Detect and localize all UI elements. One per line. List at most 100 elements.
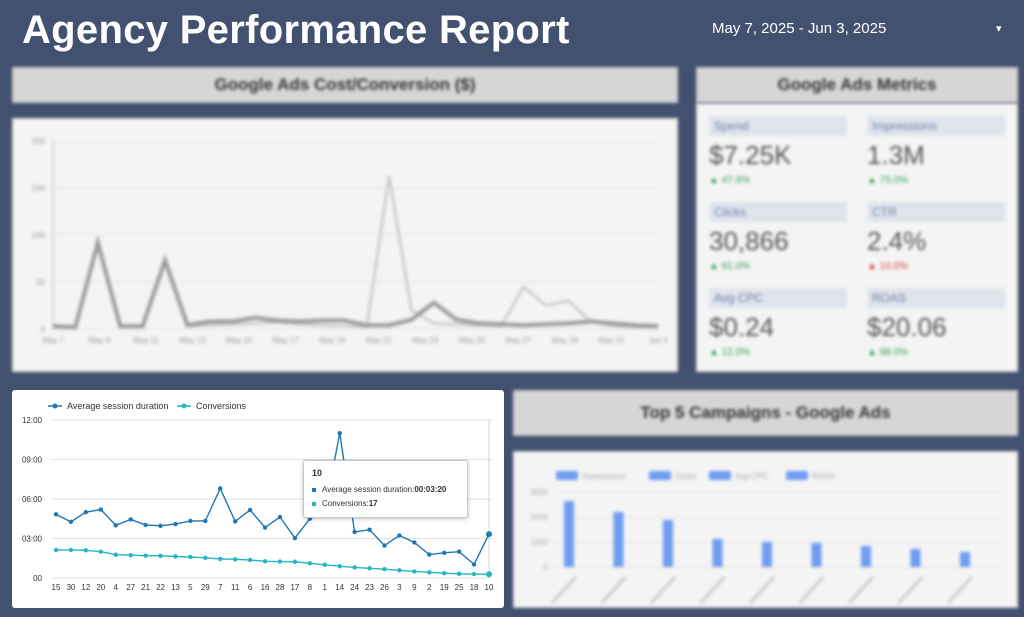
tooltip-conversions-label: Conversions: <box>322 499 369 508</box>
metric-delta: ▲ 47.9% <box>709 175 751 186</box>
x-tick-label: 2 <box>427 583 432 592</box>
data-point <box>307 561 313 566</box>
data-point <box>128 552 133 558</box>
tooltip-conversions-value: 17 <box>368 499 378 508</box>
data-point <box>486 571 492 578</box>
metric-delta: ▲ 10.0% <box>867 261 909 272</box>
x-tick-label: May 15 <box>226 336 253 345</box>
metric-value: $7.25K <box>709 140 792 170</box>
x-tick-label: May 23 <box>412 336 439 345</box>
data-point <box>471 571 477 577</box>
y-tick-label: 3000 <box>530 488 548 497</box>
x-tick-label: 17 <box>290 583 299 592</box>
metric-card: Spend $7.25K ▲ 47.9% <box>709 116 847 186</box>
legend-swatch <box>649 471 671 480</box>
y-tick-label: 1000 <box>530 538 548 547</box>
legend-label: Avg CPC <box>735 472 768 481</box>
data-point <box>83 548 89 553</box>
tooltip-row-duration: Average session duration: 00:03:20 <box>312 485 459 494</box>
campaign-bar <box>762 542 772 567</box>
series-line-0 <box>55 433 490 566</box>
x-tick-label: 30 <box>66 583 75 592</box>
x-tick-label: 13 <box>171 583 180 592</box>
data-point <box>173 554 178 559</box>
series-line-1 <box>56 549 490 575</box>
x-tick-label: 5 <box>188 583 193 592</box>
data-point <box>143 553 148 558</box>
session-conversions-card: Average session duration Conversions 12:00… <box>12 390 504 608</box>
metric-value: $0.24 <box>709 312 775 342</box>
tooltip-row-conversions: Conversions: 17 <box>312 499 459 508</box>
report-title: Agency Performance Report <box>22 8 570 52</box>
x-tick-label: May 25 <box>459 336 486 345</box>
x-tick-label: 6 <box>248 583 253 592</box>
cost-conversion-panel: 200 150 100 50 0 May 7 May 9 May 11 May 13 May 15… <box>12 118 678 372</box>
data-point <box>337 563 342 569</box>
data-point <box>232 519 238 524</box>
y-tick-label: 12:00 <box>22 416 43 425</box>
y-tick-label: 150 <box>32 184 46 193</box>
data-point <box>352 529 357 535</box>
campaign-bar <box>663 520 673 567</box>
cost-conversion-title: Google Ads Cost/Conversion ($) <box>214 75 476 94</box>
legend-swatch <box>709 471 731 480</box>
x-tick-label: 16 <box>261 583 270 592</box>
data-point <box>143 522 148 528</box>
metric-delta: ▲ 75.0% <box>867 175 909 186</box>
campaigns-header: Top 5 Campaigns - Google Ads <box>513 390 1018 436</box>
data-point <box>456 571 462 577</box>
tooltip-swatch-conversions <box>312 501 316 506</box>
metric-value: $20.06 <box>867 312 947 342</box>
data-point <box>188 518 193 524</box>
data-point <box>53 547 59 553</box>
y-tick-label: 100 <box>32 231 46 240</box>
x-tick-label: 29 <box>201 583 210 592</box>
metrics-title: Google Ads Metrics <box>777 75 937 94</box>
legend-label: Clicks <box>675 472 696 481</box>
data-point <box>98 549 103 554</box>
data-point <box>277 514 283 520</box>
data-point <box>277 559 283 564</box>
data-point <box>247 507 253 513</box>
x-tick-label: 8 <box>308 583 313 592</box>
data-point <box>173 521 178 527</box>
campaign-bar <box>861 546 871 567</box>
x-tick-label: 26 <box>380 583 389 592</box>
x-tick-label: May 29 <box>552 336 579 345</box>
date-range-label[interactable]: May 7, 2025 - Jun 3, 2025 <box>712 20 887 37</box>
metric-card: CTR 2.4% ▲ 10.0% <box>867 202 1005 272</box>
legend-label: Conversions <box>196 401 247 411</box>
data-point <box>53 512 59 517</box>
data-point <box>382 567 387 572</box>
x-tick-label: May 11 <box>133 336 159 345</box>
x-tick-label <box>897 575 924 605</box>
chart-tooltip: 10 Average session duration: 00:03:20 Co… <box>303 460 468 518</box>
metric-label: Clicks <box>709 202 847 222</box>
campaigns-chart: Impressions Clicks Avg CPC ROAS 3000 2000 1000… <box>530 471 1004 605</box>
x-tick-label <box>946 575 974 605</box>
data-point <box>427 570 432 575</box>
metric-card: Avg CPC $0.24 ▲ 12.0% <box>709 288 847 358</box>
campaign-bar <box>811 543 822 567</box>
data-point <box>442 550 447 555</box>
data-point <box>128 517 133 522</box>
data-point <box>397 533 402 538</box>
data-point <box>68 519 74 525</box>
x-tick-label <box>748 575 776 605</box>
y-tick-label: 03:00 <box>22 535 43 544</box>
metric-delta: ▲ 12.0% <box>709 347 751 358</box>
x-tick-label: May 31 <box>598 336 625 345</box>
data-point <box>113 552 118 557</box>
chevron-down-icon[interactable]: ▾ <box>996 23 1002 35</box>
metrics-panel: Spend $7.25K ▲ 47.9% Impressions 1.3M ▲ 75.0%… <box>696 103 1018 372</box>
data-point <box>232 557 238 562</box>
series-line-1 <box>52 234 659 330</box>
x-tick-label: 3 <box>397 583 402 592</box>
x-tick-label: 1 <box>323 583 328 592</box>
y-tick-label: 09:00 <box>22 456 43 465</box>
legend-label: ROAS <box>812 472 835 481</box>
tooltip-duration-label: Average session duration: <box>322 485 415 494</box>
data-point <box>158 553 163 559</box>
x-tick-label: May 27 <box>505 336 532 345</box>
tooltip-title: 10 <box>312 468 323 478</box>
